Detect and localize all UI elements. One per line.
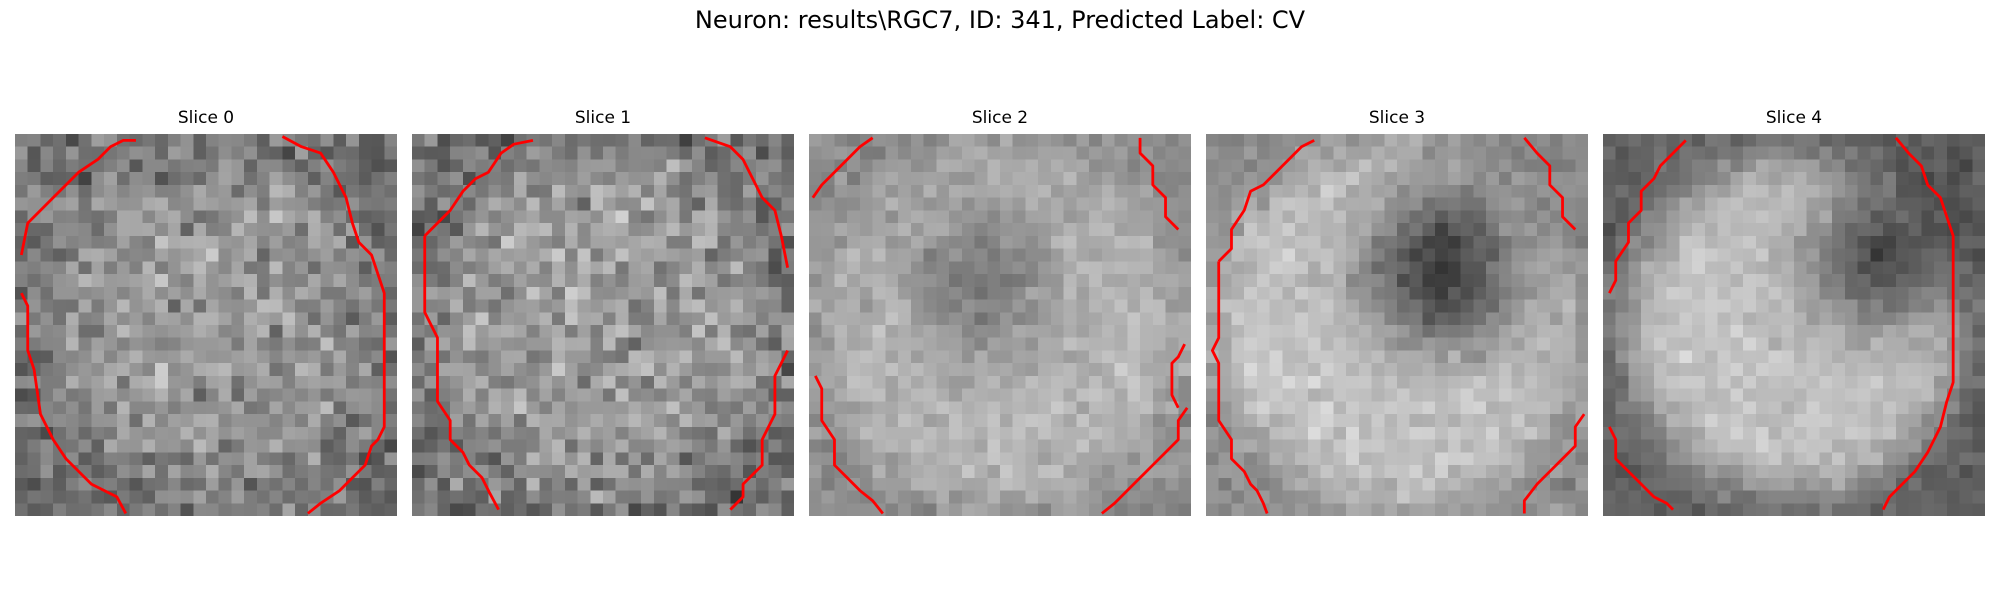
slice-2-contour-3: [1170, 343, 1186, 409]
slice-1-contour-2: [423, 235, 500, 511]
slice-2-image: [809, 134, 1191, 516]
slice-3-image: [1206, 134, 1588, 516]
slice-2-pixel-grid: [809, 134, 1191, 516]
slice-4-contour-1: [1881, 136, 1955, 511]
slice-3-pixel-grid: [1206, 134, 1588, 516]
slice-0-contour-1: [281, 135, 386, 515]
slice-4-contour-2: [1608, 426, 1675, 511]
slice-1-contour-1: [704, 136, 790, 268]
slice-4-pixel-grid: [1603, 134, 1985, 516]
slice-4-contour-0: [1608, 139, 1687, 294]
slice-3-contour-1: [1523, 136, 1577, 231]
slice-2-contour-1: [1138, 137, 1180, 231]
slice-1-image: [412, 134, 794, 516]
slice-2-contour-0: [811, 136, 874, 199]
slice-0-pixel-grid: [15, 134, 397, 516]
slice-1-contour-3: [729, 349, 789, 511]
panel-title-slice-2: Slice 2: [971, 108, 1029, 128]
slice-2-contour-4: [1100, 406, 1189, 515]
panel-title-slice-4: Slice 4: [1765, 108, 1823, 128]
slice-4-image: [1603, 134, 1985, 516]
slice-3-contour-3: [1522, 413, 1586, 514]
slice-3-contour-0: [1217, 139, 1315, 263]
slice-1-contour-0: [423, 138, 534, 237]
slice-0-contour-2: [20, 292, 128, 515]
slice-0-image: [15, 134, 397, 516]
panel-title-slice-1: Slice 1: [574, 108, 632, 128]
panel-title-slice-0: Slice 0: [177, 108, 235, 128]
slice-0-contour-0: [19, 138, 136, 256]
slice-3-contour-2: [1210, 261, 1269, 514]
figure-title: Neuron: results\RGC7, ID: 341, Predicted…: [694, 6, 1306, 34]
slice-2-contour-2: [814, 375, 884, 515]
slice-1-pixel-grid: [412, 134, 794, 516]
panel-title-slice-3: Slice 3: [1368, 108, 1426, 128]
